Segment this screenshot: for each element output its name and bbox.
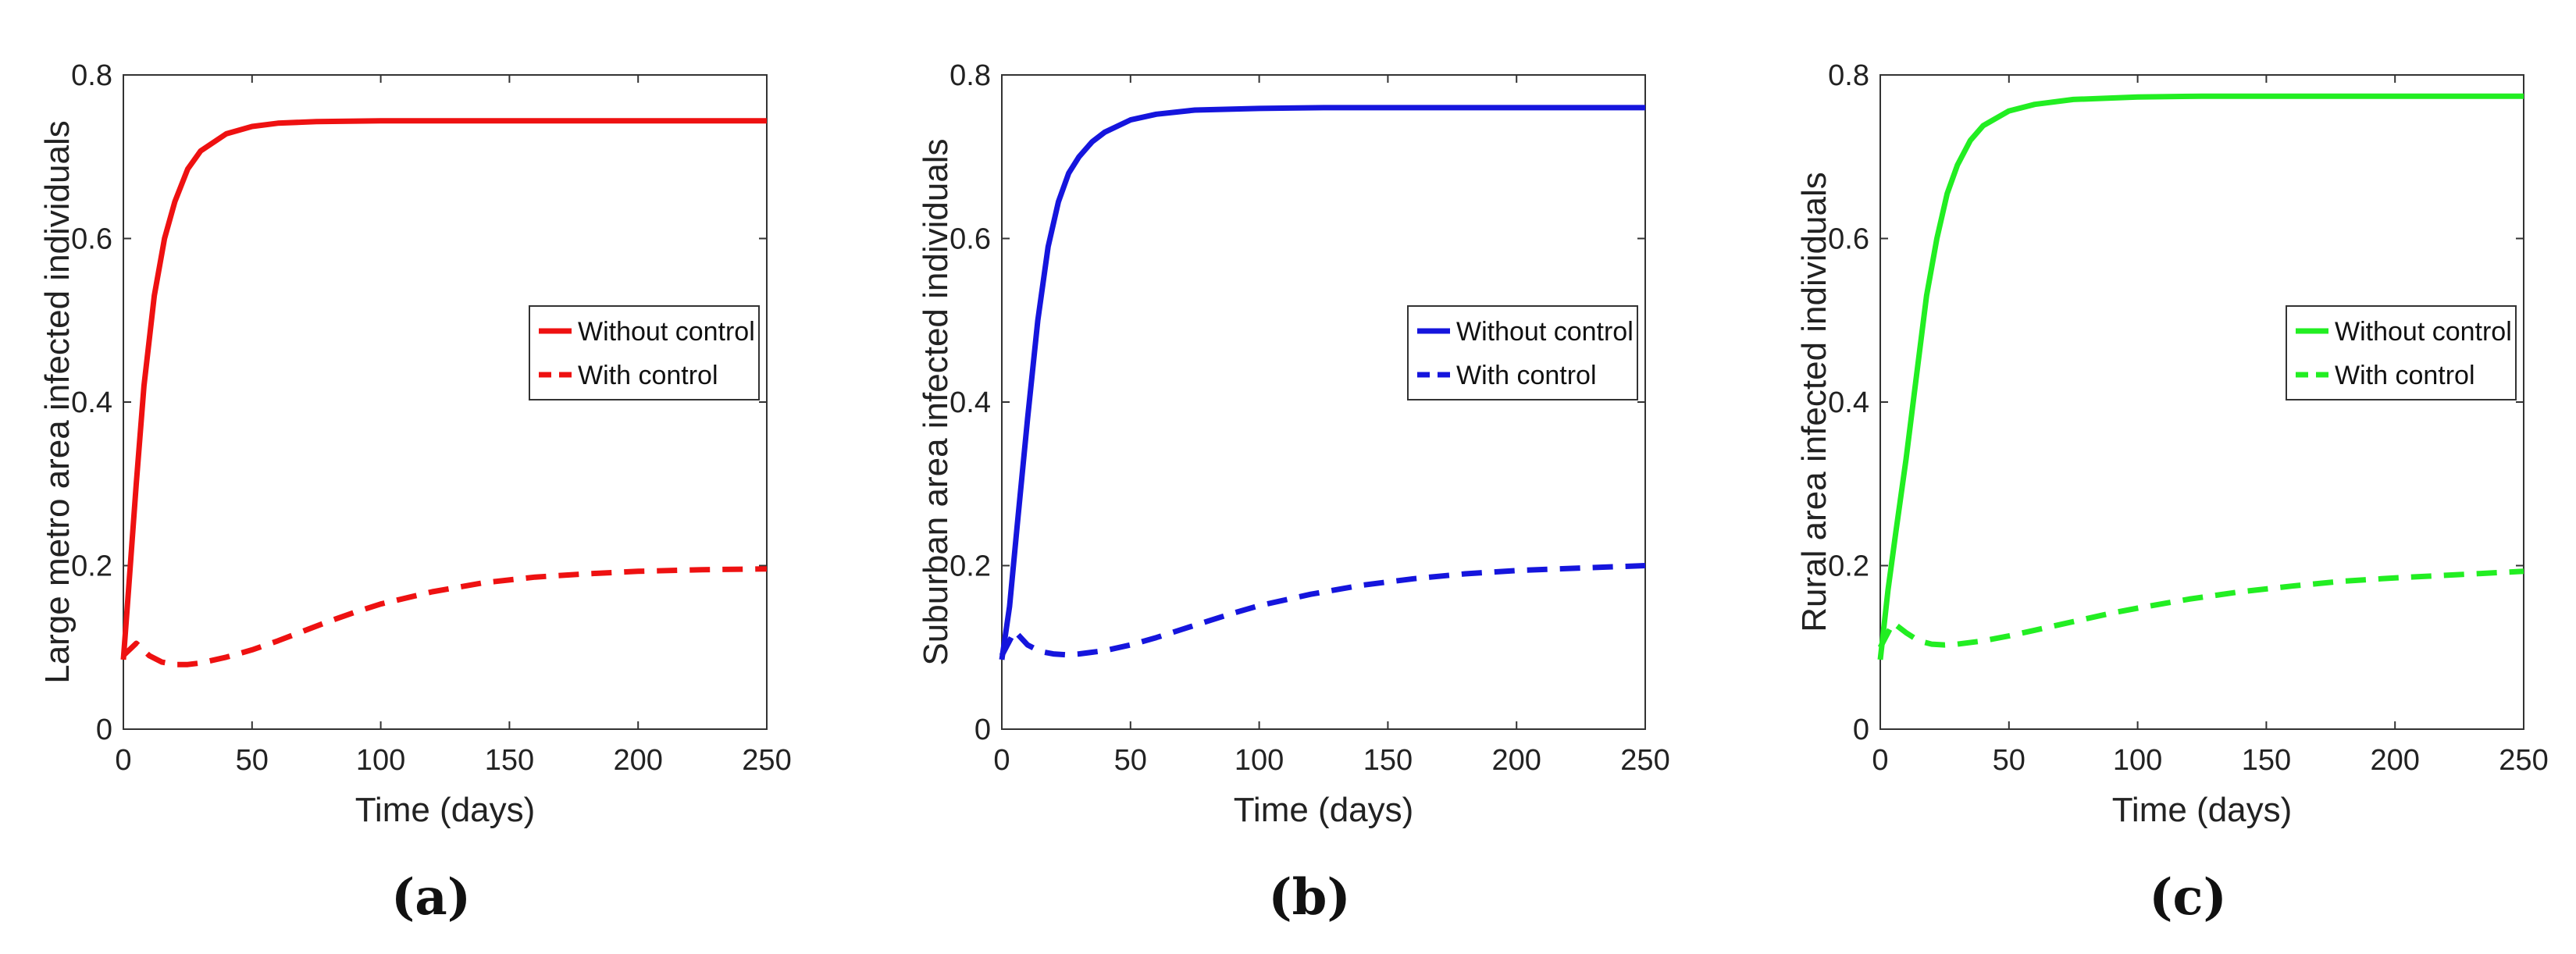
x-axis-title: Time (days) — [355, 791, 536, 829]
y-tick-label: 0.2 — [950, 550, 991, 583]
x-tick-label: 50 — [1114, 744, 1147, 777]
panel-b: 0 50 100 150 200 250 0 0.2 0.4 0.6 0.8 Time (days) S… — [878, 0, 1737, 954]
plot-frame — [123, 74, 768, 730]
y-tick-label: 0.8 — [71, 59, 112, 92]
panel-c: 0 50 100 150 200 250 0 0.2 0.4 0.6 0.8 Time (days) R… — [1757, 0, 2576, 954]
x-tick-label: 100 — [2113, 744, 2162, 777]
y-tick-label: 0.8 — [1828, 59, 1869, 92]
y-axis-title: Suburban area infected individuals — [917, 138, 955, 665]
y-tick-label: 0.2 — [1828, 550, 1869, 583]
y-tick-label: 0 — [96, 714, 112, 746]
panel-label-c: (c) — [2149, 868, 2227, 927]
y-tick-label: 0.8 — [950, 59, 991, 92]
y-tick-label: 0.4 — [950, 386, 991, 419]
legend-label: With control — [2335, 361, 2475, 390]
legend: Without control With control — [529, 305, 760, 400]
x-tick-label: 100 — [1235, 744, 1284, 777]
y-tick-label: 0.4 — [1828, 386, 1869, 419]
panel-label-a: (a) — [390, 868, 472, 927]
x-tick-label: 200 — [2370, 744, 2419, 777]
y-axis-title: Rural area infected individuals — [1795, 172, 1833, 632]
y-tick-label: 0.6 — [950, 223, 991, 256]
x-tick-label: 150 — [2242, 744, 2291, 777]
x-tick-label: 200 — [1491, 744, 1541, 777]
legend-label: With control — [1456, 361, 1597, 390]
x-tick-label: 0 — [1872, 744, 1888, 777]
x-tick-label: 250 — [742, 744, 791, 777]
series-line-without-control — [1877, 93, 2524, 660]
x-tick-label: 150 — [1363, 744, 1413, 777]
legend-label: Without control — [578, 317, 755, 347]
series-line-with-control — [1877, 568, 2524, 649]
series-line-without-control — [120, 118, 767, 660]
y-tick-label: 0 — [1853, 714, 1869, 746]
series-line-with-control — [999, 563, 1646, 658]
y-tick-label: 0.4 — [71, 386, 112, 419]
panel-label-b: (b) — [1268, 868, 1351, 927]
y-tick-label: 0.2 — [71, 550, 112, 583]
y-tick-label: 0.6 — [1828, 223, 1869, 256]
legend-label: With control — [578, 361, 718, 390]
x-axis-title: Time (days) — [1234, 791, 1414, 829]
x-tick-label: 50 — [1993, 744, 2026, 777]
plot-frame — [1879, 74, 2524, 730]
legend-box — [2286, 305, 2517, 400]
x-tick-label: 250 — [2499, 744, 2548, 777]
x-tick-label: 0 — [993, 744, 1010, 777]
legend: Without control With control — [2286, 305, 2517, 400]
y-tick-label: 0 — [974, 714, 991, 746]
legend-label: Without control — [2335, 317, 2512, 347]
y-tick-label: 0.6 — [71, 223, 112, 256]
chart-c: 0 50 100 150 200 250 0 0.2 0.4 0.6 0.8 Time (days) R… — [1795, 59, 2549, 829]
chart-a: 0 50 100 150 200 250 0 0.2 0.4 0.6 0.8 Time (days) L… — [38, 59, 792, 829]
x-axis-title: Time (days) — [2112, 791, 2293, 829]
legend-box — [529, 305, 760, 400]
x-tick-label: 150 — [485, 744, 534, 777]
legend: Without control With control — [1407, 305, 1638, 400]
series-line-with-control — [121, 566, 768, 667]
plot-frame — [1001, 74, 1646, 730]
panel-a: 0 50 100 150 200 250 0 0.2 0.4 0.6 0.8 Time (days) L… — [0, 0, 859, 954]
series-line-without-control — [999, 105, 1645, 660]
x-tick-label: 200 — [613, 744, 662, 777]
x-tick-label: 100 — [356, 744, 405, 777]
x-tick-label: 0 — [115, 744, 131, 777]
chart-b: 0 50 100 150 200 250 0 0.2 0.4 0.6 0.8 Time (days) S… — [917, 59, 1670, 829]
legend-box — [1407, 305, 1638, 400]
x-tick-label: 50 — [236, 744, 269, 777]
y-axis-title: Large metro area infected individuals — [38, 120, 77, 684]
legend-label: Without control — [1456, 317, 1634, 347]
x-tick-label: 250 — [1620, 744, 1669, 777]
